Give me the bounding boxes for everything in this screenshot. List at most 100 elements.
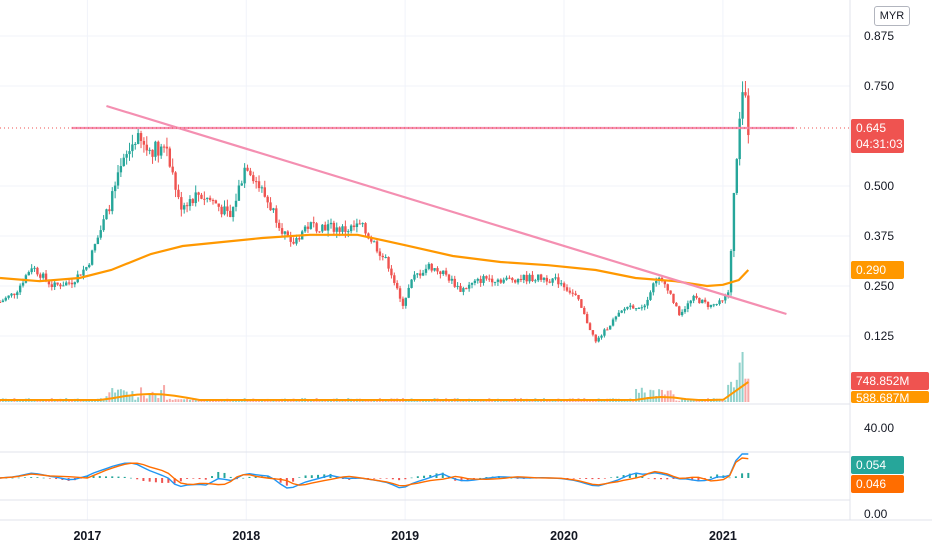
volume-bar — [177, 399, 180, 402]
volume-bar — [528, 400, 531, 402]
histogram-bar — [55, 478, 58, 480]
histogram-bar — [628, 473, 631, 478]
histogram-bar — [98, 475, 101, 478]
candle-body — [375, 241, 379, 252]
candlestick-series — [0, 80, 750, 344]
candle-body — [401, 298, 405, 306]
candle-body — [444, 270, 448, 275]
histogram-bar — [217, 471, 220, 478]
candle-body — [116, 172, 120, 186]
volume-bar — [419, 400, 422, 402]
candle-body — [252, 175, 255, 182]
histogram-bar — [267, 475, 270, 478]
candle-body — [600, 335, 603, 338]
volume-bar — [373, 400, 376, 402]
histogram-bar — [373, 478, 376, 479]
candle-body — [214, 200, 218, 204]
candle-body — [30, 268, 33, 273]
histogram-bar — [298, 477, 301, 478]
histogram-bar — [385, 478, 388, 479]
volume-bar — [344, 400, 347, 402]
volume-bar — [364, 400, 367, 402]
candle-body — [206, 197, 209, 199]
candle-body — [90, 250, 94, 265]
currency-button[interactable]: MYR — [874, 6, 910, 26]
candle-body — [59, 284, 62, 287]
descending-trendline[interactable] — [106, 104, 787, 316]
candle-body — [194, 192, 197, 204]
volume-bar — [327, 400, 330, 402]
volume-bar — [329, 400, 332, 402]
volume-bar — [197, 399, 200, 402]
time-tick-label: 2017 — [73, 529, 101, 543]
volume-bar — [744, 378, 747, 402]
candle-body — [732, 192, 736, 252]
candle-body — [522, 274, 526, 281]
candle-body — [79, 274, 82, 276]
histogram-bar — [603, 478, 606, 479]
candle-body — [108, 209, 111, 212]
histogram-bar — [129, 477, 132, 479]
candle-body — [413, 274, 416, 280]
candle-body — [715, 304, 718, 306]
histogram-bar — [317, 474, 320, 478]
histogram-bar — [616, 476, 619, 478]
histogram-bar — [566, 478, 569, 479]
candle-body — [534, 280, 537, 282]
volume-bar — [163, 385, 166, 402]
candle-body — [583, 307, 586, 315]
candle-body — [73, 282, 77, 285]
candle-body — [525, 274, 528, 282]
candle-body — [608, 325, 612, 330]
candle-body — [159, 146, 163, 156]
candle-body — [211, 200, 215, 202]
candle-body — [675, 302, 678, 307]
macd-tag-text: 0.054 — [856, 458, 886, 472]
candle-body — [367, 233, 370, 239]
candle-body — [257, 181, 261, 189]
candle-body — [744, 92, 747, 96]
candle-body — [191, 199, 195, 204]
candle-body — [574, 293, 577, 295]
candle-body — [585, 314, 589, 324]
histogram-bar — [416, 476, 419, 478]
candle-body — [499, 279, 502, 283]
volume-bar — [669, 390, 672, 402]
price-tick-label: 0.875 — [864, 29, 894, 43]
histogram-bar — [479, 477, 482, 479]
volume-bar — [554, 400, 557, 402]
volume-bar — [142, 395, 145, 402]
volume-bar — [240, 400, 243, 402]
time-tick-label: 2018 — [232, 529, 260, 543]
candle-body — [562, 283, 566, 288]
volume-bar — [678, 400, 681, 402]
volume-bar — [0, 400, 1, 402]
candle-body — [361, 223, 364, 225]
candle-body — [554, 277, 557, 279]
candle-body — [631, 305, 635, 309]
candle-body — [712, 304, 715, 306]
candle-body — [151, 149, 154, 157]
candle-body — [82, 269, 85, 276]
candle-body — [537, 274, 540, 281]
histogram-bar — [173, 478, 176, 484]
candle-body — [502, 279, 505, 283]
histogram-bar — [154, 478, 157, 483]
candle-body — [283, 231, 287, 234]
candle-body — [577, 294, 580, 300]
histogram-bar — [653, 478, 656, 480]
price-tick-label: 0.125 — [864, 329, 894, 343]
candle-body — [493, 281, 497, 283]
candle-body — [701, 299, 704, 304]
candle-body — [344, 226, 347, 232]
volume-bar — [646, 397, 649, 402]
candle-body — [591, 330, 595, 335]
volume-bar — [502, 400, 505, 402]
volume-bar — [186, 398, 189, 402]
histogram-bar — [248, 476, 251, 478]
candle-body — [306, 226, 310, 229]
histogram-bar — [198, 478, 201, 480]
candle-body — [292, 241, 295, 244]
volume-bar — [430, 400, 433, 402]
